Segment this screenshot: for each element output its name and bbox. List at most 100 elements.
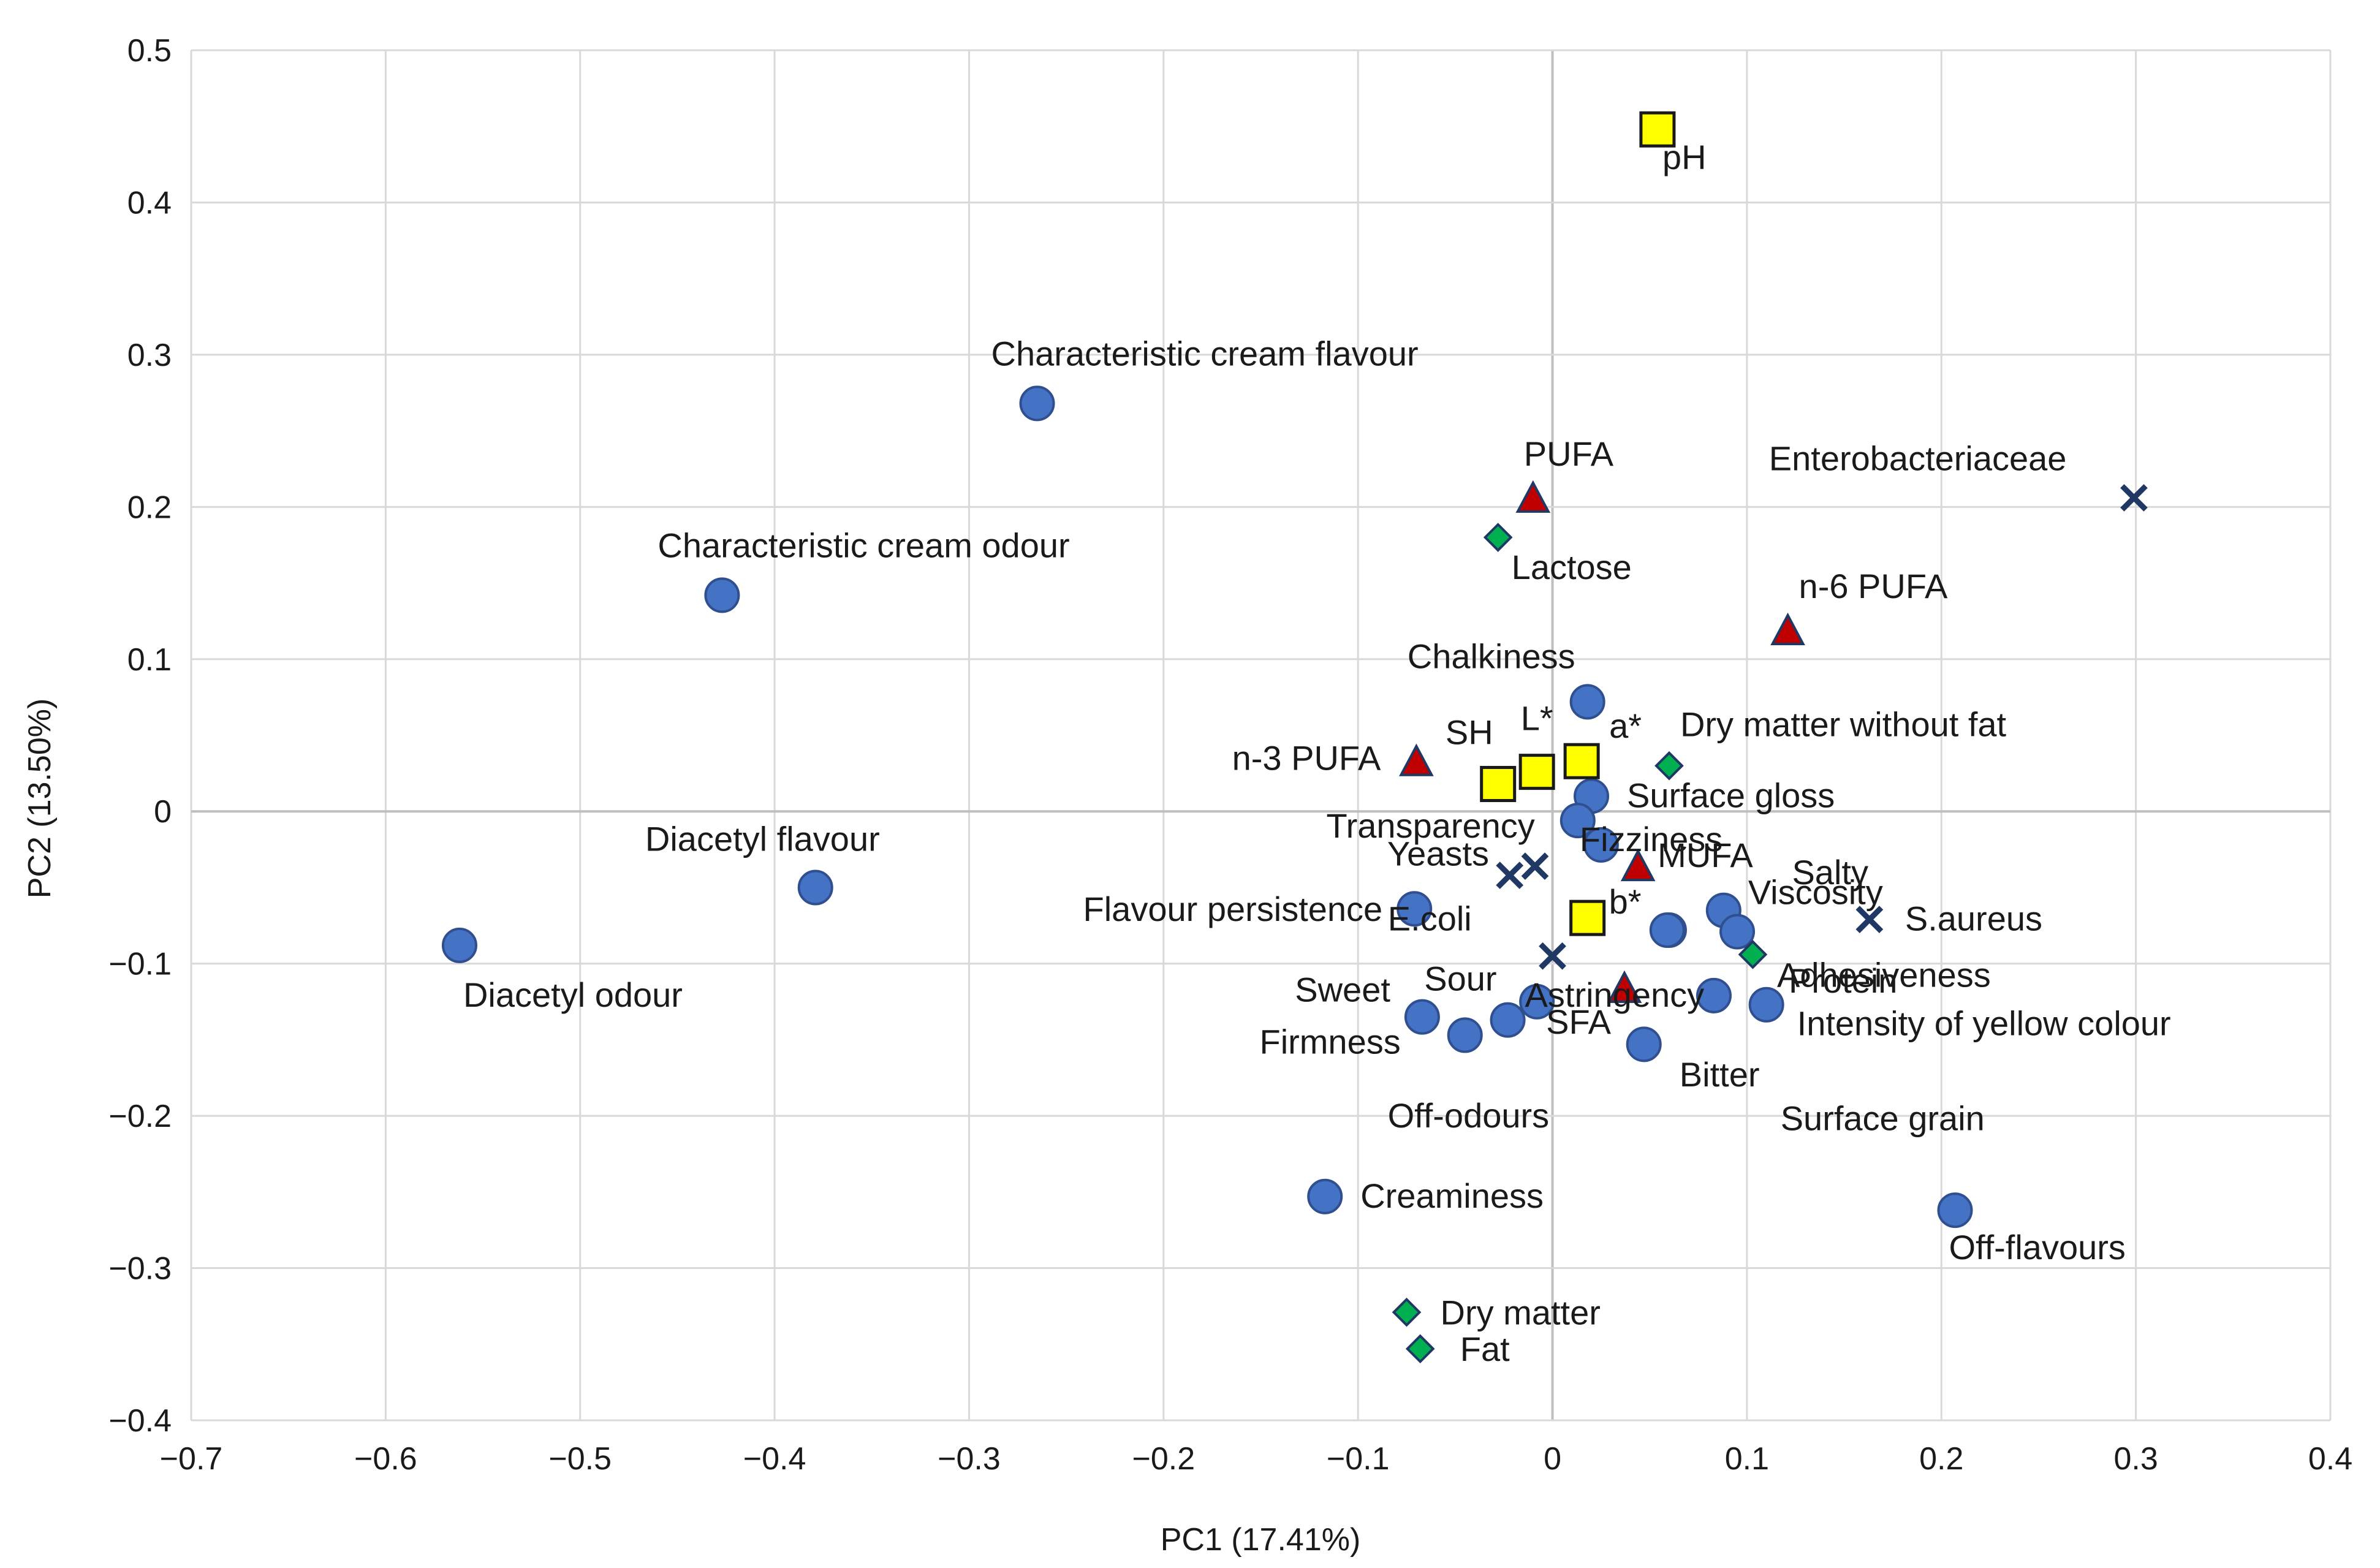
fat-label: Fat [1460,1330,1510,1368]
diacetyl-flavour-label: Diacetyl flavour [645,819,880,858]
tick-label-layer: −0.7 −0.6 −0.5 −0.4 −0.3 −0.2 −0.1 0 0.1 0.2 0.3 0.… [108,33,2352,1477]
x-tick-label: 0 [1544,1441,1561,1477]
b-star-label: b* [1609,882,1642,921]
sour-circle-marker [1490,1002,1526,1038]
off-flavours-label: Off-flavours [1949,1228,2125,1267]
fat-diamond-marker [1405,1334,1435,1364]
sweet-circle-marker [1404,999,1440,1035]
creaminess-circle-marker [1307,1178,1343,1214]
fizziness-circle-marker [1583,827,1619,863]
chalkiness-circle-marker [1569,684,1605,720]
sour-label: Sour [1424,960,1496,998]
adhesiveness-diamond-marker [1738,939,1768,969]
x-tick-label: −0.6 [354,1441,417,1477]
yeasts-label: Yeasts [1387,835,1489,873]
n-3-pufa-label: n-3 PUFA [1232,739,1381,778]
x-tick-label: −0.1 [1327,1441,1390,1477]
x-tick-label: 0.2 [1919,1441,1963,1477]
flavour-persistence-circle-marker [1397,891,1433,927]
x-tick-label: 0.4 [2308,1441,2352,1477]
off-odours-label: Off-odours [1388,1096,1550,1135]
n-3-pufa-triangle-marker [1399,743,1434,776]
intensity-of-yellow-colour-circle-marker [1748,987,1784,1023]
ph-square-marker [1639,111,1676,148]
creaminess-label: Creaminess [1360,1176,1544,1215]
y-tick-label: 0.1 [127,642,172,678]
firmness-label: Firmness [1259,1022,1400,1061]
lactose-diamond-marker [1483,523,1513,552]
sfa-triangle-marker [1607,970,1642,1003]
point-label-layer: Characteristic cream flavour Characterist… [463,138,2171,1368]
s-aureus-cross-marker [1855,906,1884,933]
astringency-cross-marker [1539,942,1566,970]
x-tick-label: −0.5 [548,1441,612,1477]
a-star-label: a* [1609,706,1642,745]
dry-matter-without-fat-label: Dry matter without fat [1680,705,2007,744]
l-star-label: L* [1521,699,1553,738]
characteristic-cream-odour-circle-marker [704,577,740,613]
characteristic-cream-flavour-label: Characteristic cream flavour [991,334,1419,373]
marker-layer [441,111,2148,1364]
sh-square-marker [1480,766,1517,803]
x-tick-label: −0.7 [160,1441,223,1477]
enterobacteriaceae-cross-marker [2120,484,2148,512]
y-tick-label: 0 [154,794,172,830]
e-coli-cross-marker [1496,862,1524,889]
transparency-label: Transparency [1327,806,1535,845]
b-star-square-marker [1569,900,1606,936]
ph-label: pH [1662,138,1707,176]
bitter-label: Bitter [1680,1055,1760,1094]
viscosity-label: Viscosity [1748,873,1883,912]
sfa-label: SFA [1546,1002,1611,1041]
e-coli-label: E.coli [1388,900,1472,938]
y-tick-label: −0.2 [108,1099,172,1134]
y-tick-label: 0.5 [127,33,172,69]
firmness-circle-marker [1447,1017,1483,1053]
dry-matter-without-fat-diamond-marker [1654,751,1684,781]
astringency-label: Astringency [1525,975,1705,1014]
l-star-square-marker [1518,754,1555,790]
y-tick-label: 0.2 [127,490,172,525]
y-tick-label: 0.4 [127,185,172,221]
sweet-label: Sweet [1295,971,1390,1009]
x-axis-title: PC1 (17.41%) [1161,1522,1361,1558]
grid-layer [190,49,2332,1422]
bitter-circle-marker [1649,912,1685,949]
pufa-triangle-marker [1515,480,1551,513]
x-tick-label: −0.3 [938,1441,1001,1477]
n-6-pufa-label: n-6 PUFA [1799,567,1948,605]
yeasts-cross-marker [1521,852,1549,881]
off-flavours-circle-marker [1937,1192,1973,1229]
a-star-square-marker [1563,743,1600,779]
enterobacteriaceae-label: Enterobacteriaceae [1769,439,2067,477]
transparency-circle-marker [1560,803,1596,839]
mufa-triangle-marker [1620,848,1656,882]
fizziness-label: Fizziness [1580,820,1722,858]
surface-gloss-label: Surface gloss [1627,776,1835,814]
characteristic-cream-odour-label: Characteristic cream odour [658,526,1069,564]
pufa-label: PUFA [1524,434,1614,473]
mufa-label: MUFA [1658,836,1753,874]
dry-matter-diamond-marker [1392,1297,1422,1327]
y-tick-label: −0.4 [108,1403,172,1439]
diacetyl-flavour-circle-marker [797,869,833,906]
x-tick-label: −0.2 [1132,1441,1195,1477]
salty-label: Salty [1792,853,1868,892]
dry-matter-label: Dry matter [1441,1293,1601,1332]
flavour-persistence-label: Flavour persistence [1083,890,1383,928]
y-tick-label: −0.3 [108,1251,172,1287]
diacetyl-odour-label: Diacetyl odour [463,975,683,1014]
diacetyl-odour-circle-marker [441,927,477,963]
x-tick-label: −0.4 [743,1441,806,1477]
chalkiness-label: Chalkiness [1408,637,1575,675]
s-aureus-label: S.aureus [1905,900,2042,938]
y-tick-label: 0.3 [127,338,172,373]
off-odours-circle-marker [1519,983,1555,1020]
surface-grain-label: Surface grain [1781,1099,1985,1137]
n-6-pufa-triangle-marker [1770,612,1805,646]
protein-circle-marker [1696,977,1732,1013]
x-tick-label: 0.1 [1725,1441,1769,1477]
lactose-label: Lactose [1512,548,1632,586]
y-tick-label: −0.1 [108,947,172,982]
